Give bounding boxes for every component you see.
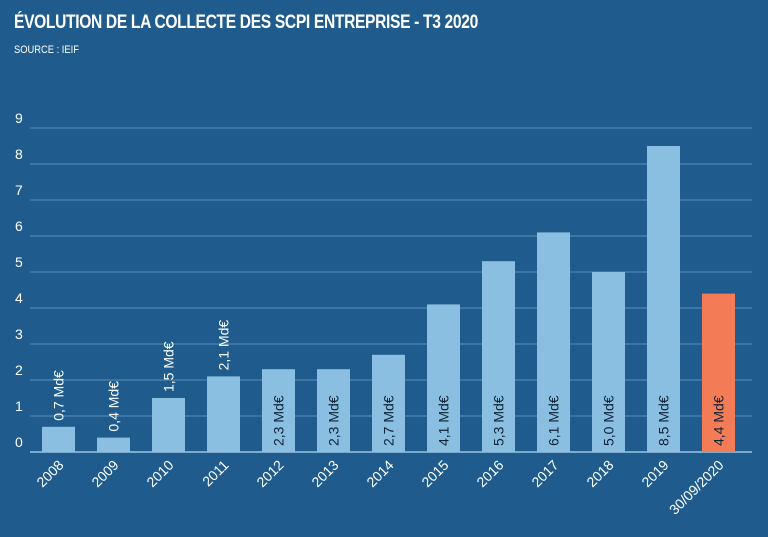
data-label: 2,1 Md€ xyxy=(216,320,232,371)
bar-2017 xyxy=(537,232,570,452)
bar-2010 xyxy=(152,398,185,452)
x-tick-label: 2009 xyxy=(88,457,121,490)
y-tick-label: 8 xyxy=(15,146,23,162)
x-tick-label: 2017 xyxy=(528,457,561,490)
y-tick-label: 6 xyxy=(15,218,23,234)
data-label: 6,1 Md€ xyxy=(546,395,562,446)
bar-2015 xyxy=(427,304,460,452)
x-tick-label: 30/09/2020 xyxy=(666,457,727,518)
x-tick-label: 2016 xyxy=(473,457,506,490)
y-tick-label: 3 xyxy=(15,326,23,342)
y-tick-label: 9 xyxy=(15,110,23,126)
y-tick-label: 1 xyxy=(15,398,23,414)
x-tick-label: 2018 xyxy=(583,457,616,490)
bar-2016 xyxy=(482,261,515,452)
chart-subtitle: SOURCE : IEIF xyxy=(14,44,79,56)
data-label: 1,5 Md€ xyxy=(161,341,177,392)
x-tick-label: 2012 xyxy=(253,457,286,490)
y-tick-label: 5 xyxy=(15,254,23,270)
chart-title: ÉVOLUTION DE LA COLLECTE DES SCPI ENTREP… xyxy=(14,12,478,33)
x-tick-label: 2019 xyxy=(638,457,671,490)
bar-2014 xyxy=(372,354,405,452)
data-label: 0,7 Md€ xyxy=(51,370,67,421)
data-label: 4,1 Md€ xyxy=(436,395,452,446)
x-tick-label: 2013 xyxy=(308,457,341,490)
y-axis-ticks: 0 1 2 3 4 5 6 7 8 9 xyxy=(15,110,23,450)
data-label: 2,3 Md€ xyxy=(271,395,287,446)
x-tick-label: 2010 xyxy=(143,457,176,490)
data-label: 8,5 Md€ xyxy=(656,395,672,446)
data-labels: 0,7 Md€ 0,4 Md€ 1,5 Md€ 2,1 Md€ 2,3 Md€ 2,3 M… xyxy=(51,320,727,446)
x-tick-label: 2015 xyxy=(418,457,451,490)
data-label: 4,4 Md€ xyxy=(711,395,727,446)
x-tick-label: 2014 xyxy=(363,457,396,490)
data-label: 0,4 Md€ xyxy=(106,381,122,432)
bar-2011 xyxy=(207,376,240,452)
bar-30-09-2020 xyxy=(702,293,735,452)
bar-2018 xyxy=(592,272,625,452)
x-tick-label: 2011 xyxy=(199,457,232,490)
y-tick-label: 2 xyxy=(15,362,23,378)
bar-2008 xyxy=(42,426,75,452)
data-label: 5,3 Md€ xyxy=(491,395,507,446)
data-label: 2,7 Md€ xyxy=(381,395,397,446)
bar-2012 xyxy=(262,369,295,452)
bar-2019 xyxy=(647,146,680,452)
x-axis-ticks: 2008 2009 2010 2011 2012 2013 2014 2015 2016 2017… xyxy=(33,457,726,518)
bar-2009 xyxy=(97,437,130,452)
y-tick-label: 0 xyxy=(15,434,23,450)
y-tick-label: 7 xyxy=(15,182,23,198)
bars xyxy=(42,146,735,452)
y-tick-label: 4 xyxy=(15,290,23,306)
data-label: 5,0 Md€ xyxy=(601,395,617,446)
data-label: 2,3 Md€ xyxy=(326,395,342,446)
bar-2013 xyxy=(317,369,350,452)
x-tick-label: 2008 xyxy=(33,457,66,490)
